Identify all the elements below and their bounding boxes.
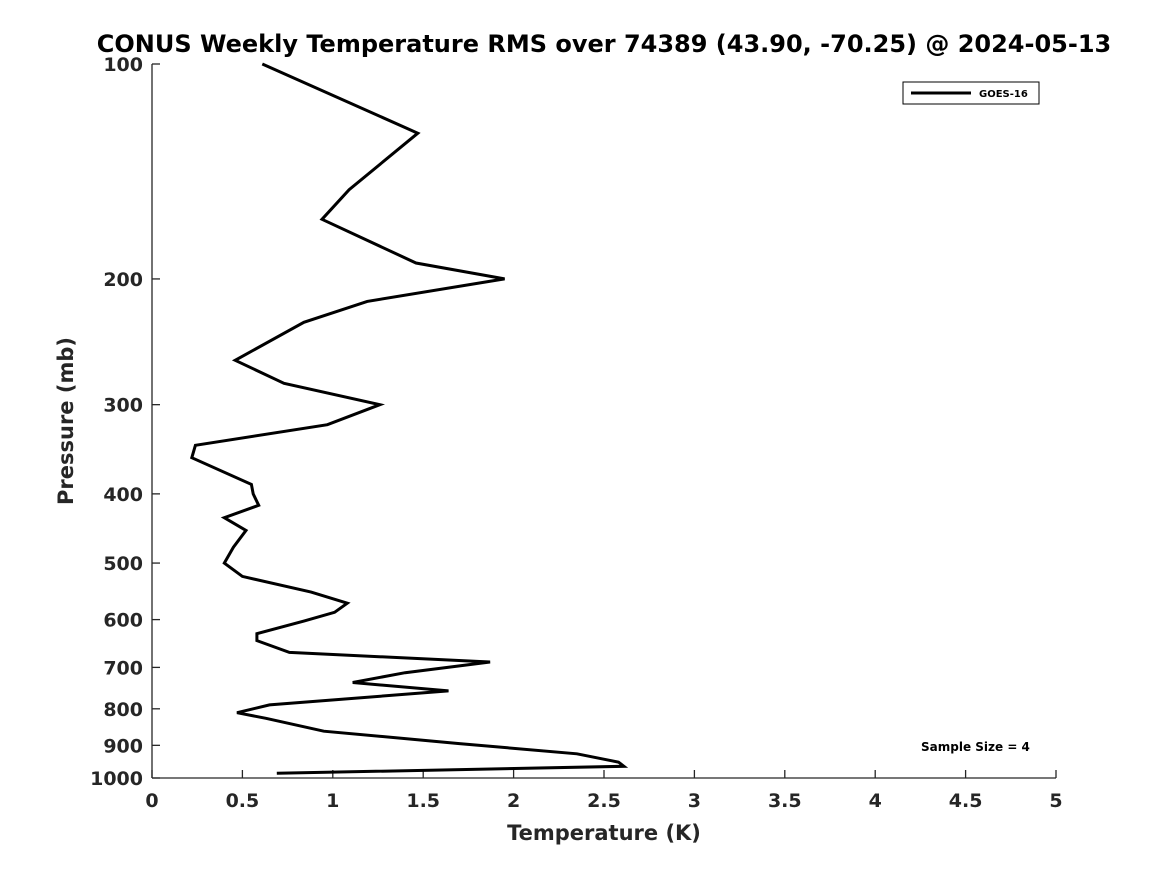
y-tick-label: 200 bbox=[103, 269, 143, 291]
y-tick-label: 800 bbox=[103, 699, 143, 721]
chart-title: CONUS Weekly Temperature RMS over 74389 … bbox=[97, 30, 1111, 58]
x-tick-label: 4.5 bbox=[949, 790, 983, 812]
x-tick-label: 4 bbox=[869, 790, 882, 812]
y-tick-label: 900 bbox=[103, 735, 143, 757]
y-axis-label: Pressure (mb) bbox=[54, 337, 78, 505]
legend: GOES-16 bbox=[902, 81, 1040, 105]
y-tick-label: 300 bbox=[103, 395, 143, 417]
x-tick-label: 5 bbox=[1049, 790, 1062, 812]
x-tick-label: 2 bbox=[507, 790, 520, 812]
x-tick-label: 2.5 bbox=[587, 790, 621, 812]
x-axis-label: Temperature (K) bbox=[507, 821, 701, 845]
legend-label-goes-16: GOES-16 bbox=[979, 89, 1028, 100]
x-tick-label: 0 bbox=[145, 790, 158, 812]
x-axis-ticks: 0 0.5 1 1.5 2 2.5 3 3.5 4 4.5 5 bbox=[145, 770, 1063, 812]
sample-size-annotation: Sample Size = 4 bbox=[921, 740, 1030, 754]
y-axis-ticks: 100 200 300 400 500 600 700 800 900 1000 bbox=[90, 54, 160, 790]
y-tick-label: 1000 bbox=[90, 768, 143, 790]
x-tick-label: 1 bbox=[326, 790, 339, 812]
y-tick-label: 600 bbox=[103, 610, 143, 632]
y-tick-label: 700 bbox=[103, 657, 143, 679]
y-tick-label: 400 bbox=[103, 484, 143, 506]
x-tick-label: 3.5 bbox=[768, 790, 802, 812]
x-tick-label: 3 bbox=[688, 790, 701, 812]
y-tick-label: 500 bbox=[103, 553, 143, 575]
x-tick-label: 1.5 bbox=[406, 790, 440, 812]
x-tick-label: 0.5 bbox=[226, 790, 260, 812]
series-line-goes-16 bbox=[189, 62, 629, 775]
y-tick-label: 100 bbox=[103, 54, 143, 76]
